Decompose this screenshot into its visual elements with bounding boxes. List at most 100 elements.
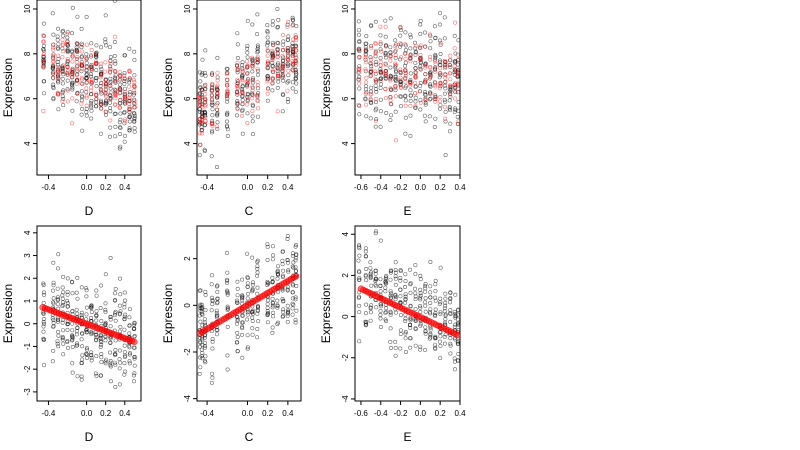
fitted-point [452, 46, 457, 51]
data-point [413, 271, 418, 276]
fitted-point [271, 70, 276, 75]
fitted-point [108, 83, 113, 88]
data-point [413, 297, 418, 302]
data-point [403, 115, 408, 120]
fitted-point [408, 81, 413, 86]
data-point [117, 303, 122, 308]
data-point [234, 340, 239, 345]
data-point [84, 294, 89, 299]
data-point [41, 311, 46, 316]
data-point [250, 310, 255, 315]
data-point [294, 43, 299, 48]
y-tick-label: 10 [183, 4, 192, 13]
data-point [285, 234, 290, 239]
data-point [127, 331, 132, 336]
fitted-point [89, 52, 94, 57]
fitted-point [240, 90, 245, 95]
data-point [270, 22, 275, 27]
data-point [225, 67, 230, 72]
data-point [251, 132, 256, 137]
data-point [225, 324, 230, 329]
data-point [41, 21, 46, 26]
data-point [452, 324, 457, 329]
data-point [122, 316, 127, 321]
data-point [393, 70, 398, 75]
data-point [383, 75, 388, 80]
data-point [80, 353, 85, 358]
fitted-point [89, 88, 94, 93]
fitted-point [41, 65, 46, 70]
fitted-point [418, 52, 423, 57]
data-point [74, 343, 79, 348]
x-tick-label: -0.4 [42, 409, 56, 418]
data-point [255, 114, 260, 119]
fitted-point [356, 46, 361, 51]
data-point [98, 305, 103, 310]
fitted-point [60, 98, 65, 103]
data-point [103, 320, 108, 325]
data-point [108, 340, 113, 345]
data-point [275, 24, 280, 29]
data-point [131, 101, 136, 106]
data-point [379, 302, 384, 307]
data-point [255, 308, 260, 313]
data-point [79, 98, 84, 103]
data-point [122, 343, 127, 348]
data-point [122, 361, 127, 366]
x-tick-label: 0.2 [100, 409, 112, 418]
fitted-point [373, 118, 378, 123]
data-point [280, 249, 285, 254]
data-point [423, 281, 428, 286]
fitted-point [65, 99, 70, 104]
data-point [438, 296, 443, 301]
data-point [453, 292, 458, 297]
data-point [251, 76, 256, 81]
fitted-point [245, 59, 250, 64]
fitted-point [368, 97, 373, 102]
fitted-point [200, 104, 205, 109]
data-point [108, 360, 113, 365]
fitted-point [123, 119, 128, 124]
fitted-point [423, 44, 428, 49]
data-point [378, 289, 383, 294]
data-point [270, 64, 275, 69]
fitted-point [428, 91, 433, 96]
data-point [438, 103, 443, 108]
data-point [215, 120, 220, 125]
data-point [433, 288, 438, 293]
data-point [70, 49, 75, 54]
data-point [94, 78, 99, 83]
data-point [270, 314, 275, 319]
data-point [403, 300, 408, 305]
data-point [398, 94, 403, 99]
data-point [428, 284, 433, 289]
fitted-point [388, 58, 393, 63]
data-point [199, 309, 204, 314]
data-point [55, 295, 60, 300]
data-point [456, 323, 460, 328]
data-point [383, 50, 388, 55]
fitted-point [293, 55, 298, 60]
fitted-point [131, 338, 138, 346]
fitted-point [275, 64, 280, 69]
data-point [448, 343, 453, 348]
data-point [448, 65, 453, 70]
data-point [203, 322, 208, 327]
fitted-point [286, 45, 291, 50]
data-point [412, 286, 417, 291]
x-tick-label: 0.2 [262, 409, 274, 418]
data-point [89, 309, 94, 314]
data-point [255, 259, 260, 264]
data-point [276, 76, 281, 81]
data-point [433, 282, 438, 287]
fitted-point [235, 106, 240, 111]
fitted-point [85, 80, 90, 85]
data-point [413, 291, 418, 296]
data-point [132, 345, 137, 350]
fitted-point [363, 53, 368, 58]
fitted-point [270, 58, 275, 63]
data-point [214, 313, 219, 318]
fitted-point [443, 60, 448, 65]
data-point [448, 121, 453, 126]
data-point [122, 81, 127, 86]
